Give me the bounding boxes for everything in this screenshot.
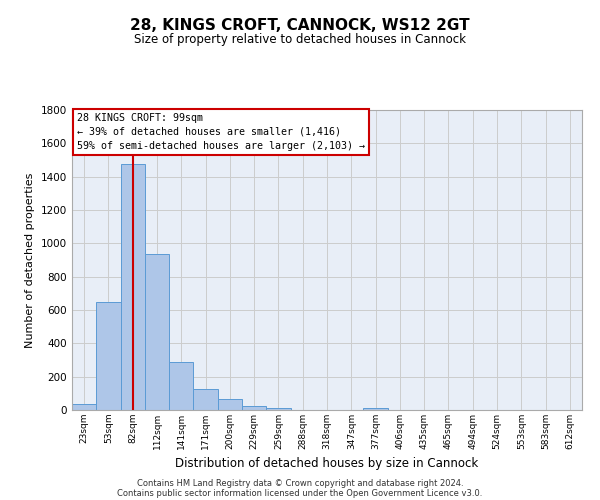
X-axis label: Distribution of detached houses by size in Cannock: Distribution of detached houses by size …	[175, 458, 479, 470]
Bar	[145, 254, 169, 410]
Text: 28 KINGS CROFT: 99sqm
← 39% of detached houses are smaller (1,416)
59% of semi-d: 28 KINGS CROFT: 99sqm ← 39% of detached …	[77, 113, 365, 151]
Text: Size of property relative to detached houses in Cannock: Size of property relative to detached ho…	[134, 32, 466, 46]
Bar	[96, 302, 121, 410]
Text: Contains public sector information licensed under the Open Government Licence v3: Contains public sector information licen…	[118, 488, 482, 498]
Bar	[218, 399, 242, 410]
Bar	[169, 362, 193, 410]
Bar	[364, 408, 388, 410]
Bar	[193, 389, 218, 410]
Bar	[242, 406, 266, 410]
Bar	[72, 404, 96, 410]
Bar	[266, 408, 290, 410]
Bar	[121, 164, 145, 410]
Y-axis label: Number of detached properties: Number of detached properties	[25, 172, 35, 348]
Text: Contains HM Land Registry data © Crown copyright and database right 2024.: Contains HM Land Registry data © Crown c…	[137, 478, 463, 488]
Text: 28, KINGS CROFT, CANNOCK, WS12 2GT: 28, KINGS CROFT, CANNOCK, WS12 2GT	[130, 18, 470, 32]
